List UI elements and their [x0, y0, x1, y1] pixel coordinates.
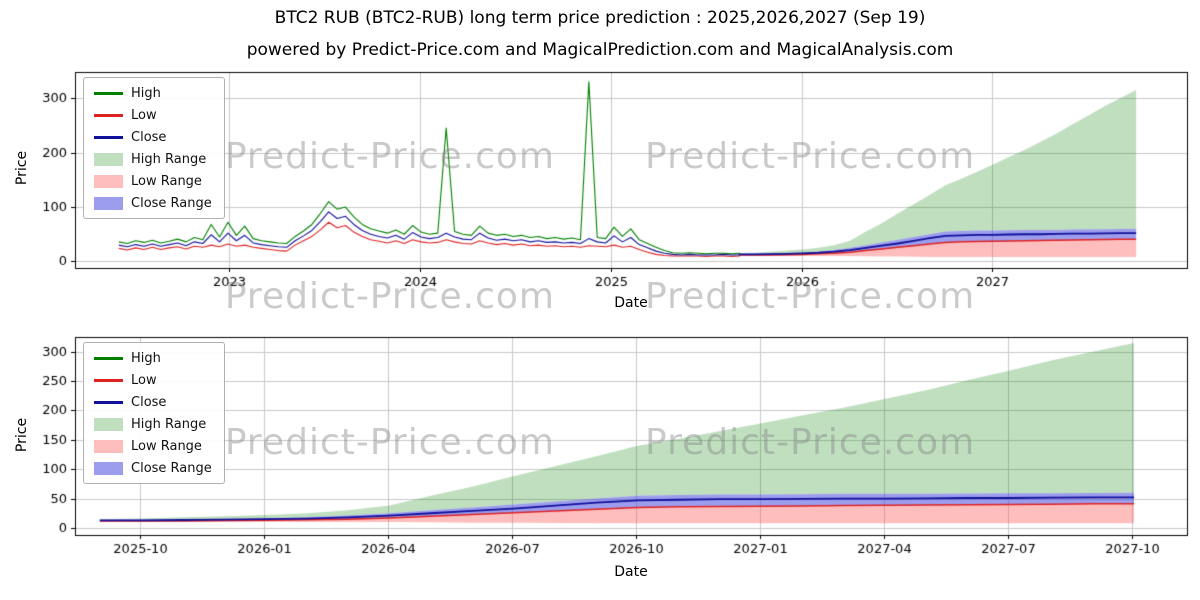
legend-label: Close — [131, 394, 167, 410]
legend-label: High Range — [131, 151, 207, 167]
legend-label: Low — [131, 372, 157, 388]
low-range-swatch — [94, 174, 123, 188]
top-chart-x-axis-label: Date — [614, 295, 648, 311]
legend-label: Low Range — [131, 438, 202, 454]
close-swatch — [94, 135, 123, 139]
top-chart-y-axis-label: Price — [14, 150, 30, 186]
legend-item-close-range: Close Range — [94, 460, 212, 476]
legend-label: Close Range — [131, 460, 212, 476]
legend-item-low-range: Low Range — [94, 438, 212, 454]
legend-item-high-range: High Range — [94, 416, 212, 432]
legend-item-low: Low — [94, 372, 212, 388]
legend-item-high-range: High Range — [94, 151, 212, 167]
legend-item-high: High — [94, 85, 212, 101]
legend-label: High Range — [131, 416, 207, 432]
chart-title: BTC2 RUB (BTC2-RUB) long term price pred… — [274, 8, 926, 28]
legend-item-close: Close — [94, 129, 212, 145]
bottom-chart-y-axis-label: Price — [14, 417, 30, 453]
close-range-swatch — [94, 196, 123, 210]
close-range-swatch — [94, 461, 123, 475]
high-range-swatch — [94, 152, 123, 166]
legend-item-low: Low — [94, 107, 212, 123]
low-swatch — [94, 378, 123, 382]
legend-label: Low Range — [131, 173, 202, 189]
legend-item-low-range: Low Range — [94, 173, 212, 189]
legend-label: High — [131, 350, 161, 366]
close-swatch — [94, 400, 123, 404]
legend-label: Close Range — [131, 195, 212, 211]
legend-label: Close — [131, 129, 167, 145]
chart-subtitle: powered by Predict-Price.com and Magical… — [246, 40, 954, 60]
low-swatch — [94, 113, 123, 117]
bottom-chart-x-axis-label: Date — [614, 564, 648, 580]
legend-label: High — [131, 85, 161, 101]
high-swatch — [94, 356, 123, 360]
high-range-swatch — [94, 417, 123, 431]
legend-label: Low — [131, 107, 157, 123]
legend-item-high: High — [94, 350, 212, 366]
high-swatch — [94, 91, 123, 95]
low-range-swatch — [94, 439, 123, 453]
bottom-chart-legend: High Low Close High Range Low Range Close Ran… — [83, 342, 225, 484]
legend-item-close: Close — [94, 394, 212, 410]
legend-item-close-range: Close Range — [94, 195, 212, 211]
top-chart-legend: High Low Close High Range Low Range Close Ran… — [83, 77, 225, 219]
